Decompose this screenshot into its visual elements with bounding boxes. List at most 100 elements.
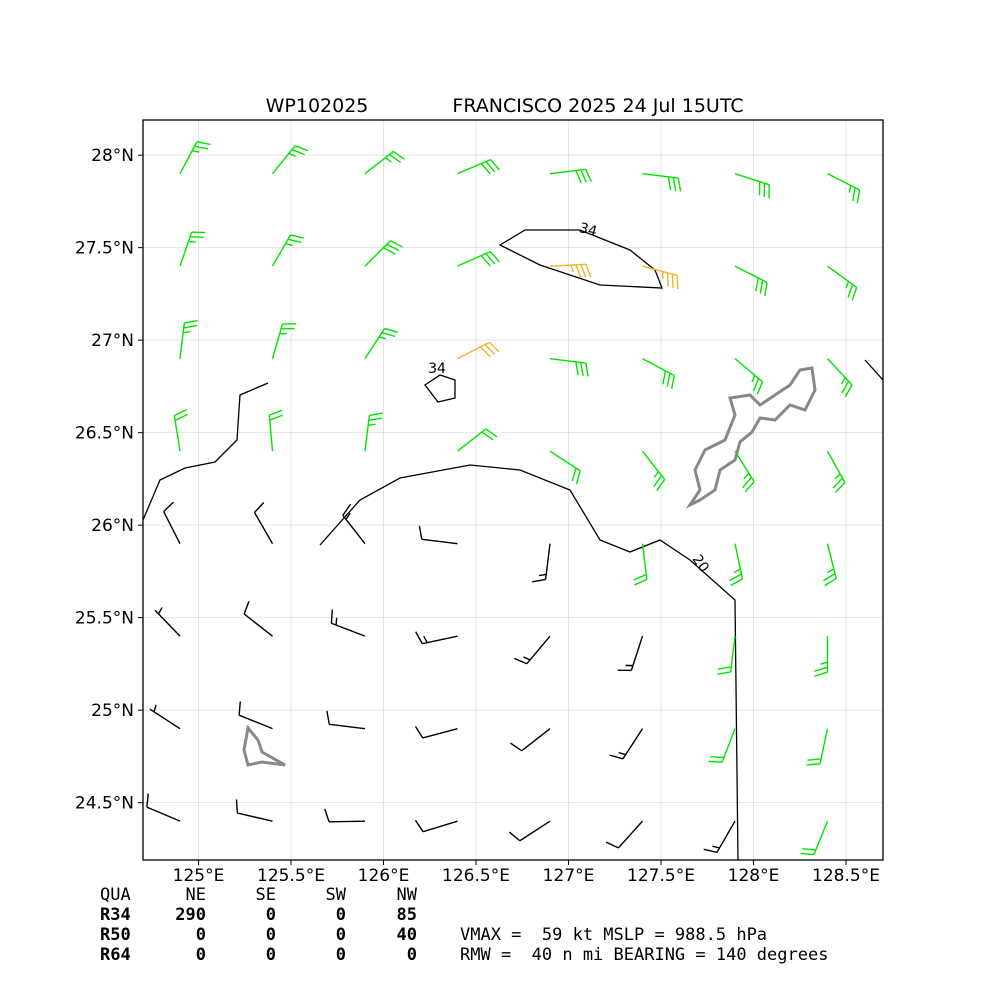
wind-barb [532,543,551,583]
wind-barb [253,502,274,544]
wind-barb [179,319,198,359]
wind-barb [642,172,682,192]
wind-barb [806,728,829,766]
contour-line [143,359,883,860]
barbs [146,141,861,856]
wind-barb [510,728,551,752]
y-tick-label: 26.5°N [75,424,134,444]
table-header: NE [186,885,206,905]
wind-barb [549,450,581,485]
x-tick-label: 127.5°E [627,866,695,886]
table-cell: 0 [196,925,206,945]
wind-barb [414,820,458,833]
contour-label: 34 [428,361,446,377]
table-cell: 40 [397,925,417,945]
wind-barb [609,728,644,760]
table-cell: 290 [175,905,206,925]
y-tick-label: 27.5°N [75,239,134,259]
table-cell: R50 [100,925,131,945]
x-tick-label: 128°E [728,866,780,886]
table-cell: 0 [336,925,346,945]
wind-barb [163,501,181,544]
wind-barb [418,525,458,545]
wind-barb [827,173,861,204]
wind-barb [457,250,500,267]
wind-barb [617,635,644,672]
table-cell: 0 [266,945,276,965]
wind-barb [826,450,846,493]
table-header: NW [397,885,418,905]
table-cell: 0 [336,945,346,965]
wind-barb [342,503,366,545]
table-cell: 0 [407,945,417,965]
table-cell: 0 [336,905,346,925]
y-tick-label: 27°N [91,331,134,351]
y-tick-label: 24.5°N [75,794,134,814]
table-cell: 0 [196,945,206,965]
wind-barb [179,141,211,174]
wind-barb [549,263,592,278]
wind-barb [734,358,764,395]
wind-barb [271,323,297,359]
wind-barb [822,543,837,587]
wind-barb [271,234,304,267]
wind-barb [826,358,853,398]
x-tick-label: 126°E [358,866,410,886]
table-cell: R34 [100,905,131,925]
wind-barb [330,609,366,637]
coastline [242,724,286,767]
wind-barb [268,409,283,452]
wind-barb [271,145,309,175]
coastline [685,366,817,509]
wind-barb [235,799,273,822]
table-cell: 0 [266,925,276,945]
x-tick-label: 125°E [173,866,225,886]
wind-barb [734,172,770,199]
wind-barb [703,820,736,854]
wind-barb [364,240,403,267]
wind-barb [717,636,736,675]
wind-barb [179,231,206,267]
wind-barb [800,820,829,856]
y-tick-label: 26°N [91,516,134,536]
wind-barb [364,412,383,452]
axes-frame [142,119,884,861]
wind-barb [605,820,644,849]
wind-barb [514,635,551,665]
info-line: RMW = 40 n mi BEARING = 140 degrees [460,945,828,965]
wind-barb [326,710,366,730]
wind-barb [243,601,273,637]
wind-barb [814,636,829,677]
wind-barb [729,543,744,587]
wind-barb [641,450,666,492]
ticks: 125°E 125.5°E 126°E 126.5°E 127°E 127.5°E 128°… [75,146,880,886]
contour-label: 34 [577,220,598,240]
x-tick-label: 126.5°E [442,866,510,886]
y-tick-label: 25°N [91,701,134,721]
y-tick-label: 25.5°N [75,609,134,629]
wind-barb [324,808,366,823]
wind-barb [827,265,858,301]
wind-barb [734,265,768,297]
wind-barb [549,168,592,184]
map-layer [143,141,883,860]
wind-barb [146,793,181,822]
wind-barb [708,728,736,763]
y-tick-label: 28°N [91,146,134,166]
table-header: SE [256,885,276,905]
wind-barb [173,408,188,452]
wind-barb [508,820,551,842]
wind-barb [633,543,648,586]
table-cell: R64 [100,945,131,965]
contour-line [424,374,456,403]
wind-barb [364,327,398,360]
x-tick-label: 125.5°E [257,866,325,886]
wind-barb [364,150,405,175]
table-cell: 85 [397,905,417,925]
wind-barb [457,428,498,452]
chart-subtitle: FRANCISCO 2025 24 Jul 15UTC [452,95,743,117]
info-line: VMAX = 59 kt MSLP = 988.5 hPa [460,925,767,945]
table-header: SW [326,885,347,905]
wind-barb [734,450,755,493]
